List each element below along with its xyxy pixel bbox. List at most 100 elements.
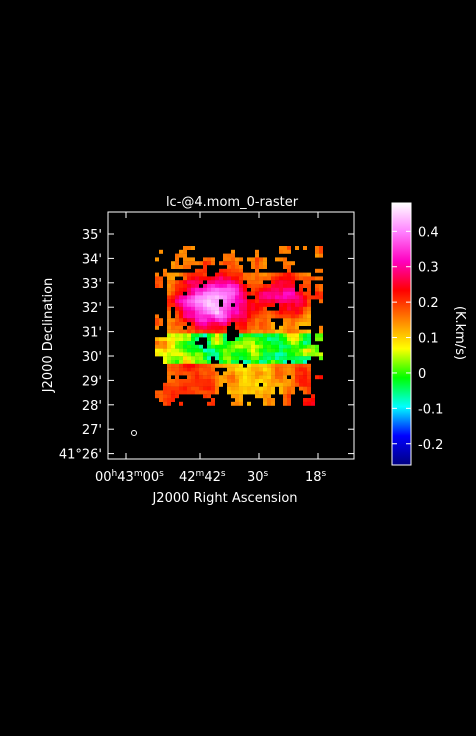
heatmap-pixel [187, 284, 191, 288]
heatmap-pixel [291, 318, 295, 323]
heatmap-pixel [251, 303, 255, 307]
heatmap-pixel [295, 322, 299, 326]
heatmap-pixel [219, 352, 223, 357]
heatmap-pixel [275, 295, 279, 300]
heatmap-pixel [223, 379, 227, 383]
heatmap-pixel [207, 306, 211, 311]
heatmap-pixel [311, 352, 315, 357]
heatmap-pixel [227, 268, 231, 273]
y-tick-label: 35' [82, 228, 102, 243]
heatmap-pixel [267, 322, 271, 326]
heatmap-pixel [203, 390, 207, 395]
heatmap-pixel [291, 325, 295, 330]
heatmap-pixel [227, 261, 231, 266]
heatmap-pixel [271, 344, 275, 349]
heatmap-pixel [303, 291, 307, 296]
heatmap-pixel [259, 367, 263, 372]
heatmap-pixel [207, 261, 211, 266]
heatmap-pixel [183, 295, 187, 300]
heatmap-pixel [255, 299, 259, 304]
heatmap-pixel [171, 382, 175, 387]
heatmap-pixel [247, 291, 251, 296]
heatmap-pixel [203, 386, 207, 391]
heatmap-pixel [303, 360, 307, 364]
heatmap-pixel [187, 325, 191, 330]
heatmap-pixel [315, 287, 319, 292]
heatmap-pixel [207, 363, 211, 368]
heatmap-pixel [203, 360, 207, 364]
heatmap-pixel [199, 352, 203, 357]
heatmap-pixel [247, 386, 251, 391]
heatmap-pixel [267, 382, 271, 387]
heatmap-pixel [211, 291, 215, 296]
heatmap-pixel [159, 318, 163, 323]
heatmap-pixel [239, 386, 243, 391]
heatmap-pixel [263, 299, 267, 304]
heatmap-pixel [319, 329, 323, 334]
heatmap-pixel [295, 348, 299, 353]
heatmap-pixel [179, 322, 183, 326]
heatmap-pixel [171, 272, 175, 277]
heatmap-pixel [239, 337, 243, 342]
heatmap-pixel [263, 333, 267, 338]
heatmap-pixel [179, 295, 183, 300]
heatmap-pixel [303, 303, 307, 307]
heatmap-pixel [215, 322, 219, 326]
heatmap-pixel [263, 341, 267, 345]
heatmap-pixel [303, 344, 307, 349]
heatmap-pixel [283, 360, 287, 364]
heatmap-pixel [303, 367, 307, 372]
heatmap-pixel [171, 280, 175, 285]
heatmap-pixel [267, 295, 271, 300]
heatmap-pixel [307, 356, 311, 361]
heatmap-pixel [315, 375, 319, 380]
heatmap-pixel [227, 352, 231, 357]
heatmap-pixel [255, 379, 259, 383]
heatmap-pixel [303, 246, 307, 250]
heatmap-pixel [247, 356, 251, 361]
heatmap-pixel [307, 375, 311, 380]
heatmap-pixel [287, 249, 291, 254]
heatmap-pixel [259, 265, 263, 269]
heatmap-pixel [223, 363, 227, 368]
beam-marker [131, 430, 137, 436]
heatmap-pixel [295, 295, 299, 300]
heatmap-pixel [219, 287, 223, 292]
heatmap-pixel [191, 246, 195, 250]
heatmap-pixel [183, 363, 187, 368]
heatmap-pixel [271, 367, 275, 372]
heatmap-pixel [191, 299, 195, 304]
heatmap-pixel [183, 253, 187, 258]
y-tick-label: 28' [82, 399, 102, 414]
heatmap-pixel [243, 272, 247, 277]
heatmap-pixel [207, 310, 211, 315]
heatmap-pixel [183, 344, 187, 349]
heatmap-pixel [223, 272, 227, 277]
heatmap-pixel [227, 386, 231, 391]
heatmap-pixel [191, 386, 195, 391]
heatmap-pixel [275, 287, 279, 292]
heatmap-pixel [303, 363, 307, 368]
heatmap-pixel [287, 261, 291, 266]
heatmap-pixel [283, 356, 287, 361]
heatmap-pixel [239, 257, 243, 262]
heatmap-pixel [167, 306, 171, 311]
heatmap-pixel [279, 249, 283, 254]
heatmap-pixel [175, 375, 179, 380]
heatmap-pixel [267, 318, 271, 323]
heatmap-pixel [271, 390, 275, 395]
heatmap-pixel [303, 398, 307, 402]
heatmap-pixel [195, 322, 199, 326]
heatmap-pixel [199, 348, 203, 353]
heatmap-pixel [203, 314, 207, 319]
heatmap-pixel [203, 322, 207, 326]
heatmap-pixel [279, 329, 283, 334]
heatmap-pixel [307, 348, 311, 353]
heatmap-pixel [267, 276, 271, 281]
heatmap-pixel [231, 379, 235, 383]
heatmap-pixel [207, 367, 211, 372]
heatmap-pixel [215, 356, 219, 361]
heatmap-pixel [207, 314, 211, 319]
heatmap-pixel [231, 284, 235, 288]
heatmap-pixel [251, 272, 255, 277]
